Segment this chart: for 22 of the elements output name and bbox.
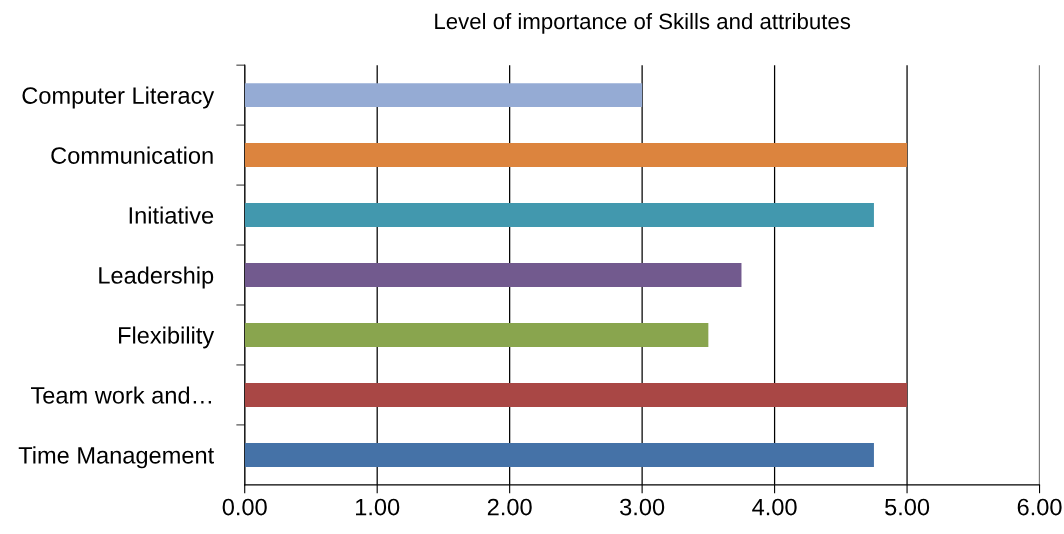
chart-title: Level of importance of Skills and attributes bbox=[435, 12, 851, 34]
y-tick-label: Initiative bbox=[129, 206, 214, 224]
bar bbox=[244, 83, 643, 108]
y-tick-label: Leadership bbox=[99, 266, 214, 289]
y-tick-label: Computer Literacy bbox=[22, 86, 215, 109]
y-tick-label: Time Management bbox=[18, 446, 215, 469]
x-tick-label: 3.00 bbox=[620, 498, 665, 516]
x-tick-label: 1.00 bbox=[356, 498, 400, 516]
y-tick-label: Team work and… bbox=[31, 386, 211, 404]
bar bbox=[244, 203, 874, 228]
bar bbox=[244, 143, 908, 168]
x-tick-label: 5.00 bbox=[885, 498, 930, 516]
bar bbox=[244, 382, 908, 407]
x-tick-label: 0.00 bbox=[222, 498, 267, 516]
bar bbox=[244, 322, 709, 347]
y-tick-label: Communication bbox=[51, 146, 213, 164]
y-tick-label: Flexibility bbox=[119, 326, 215, 349]
x-tick-label: 4.00 bbox=[752, 498, 797, 516]
x-tick-label: 6.00 bbox=[1017, 498, 1062, 516]
bar bbox=[244, 263, 742, 287]
x-tick-label: 2.00 bbox=[487, 498, 532, 516]
bar bbox=[244, 442, 874, 467]
